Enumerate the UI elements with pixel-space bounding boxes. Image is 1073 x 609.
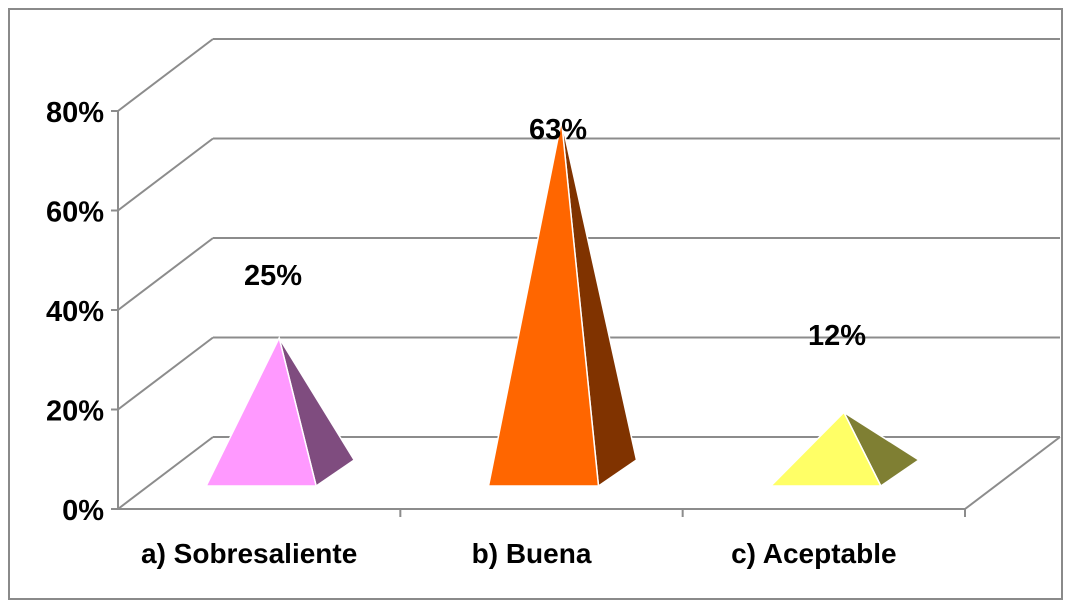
side-wall-line	[117, 137, 214, 212]
pyramid-bar	[487, 120, 638, 488]
side-wall-line	[117, 336, 214, 411]
side-wall-line	[117, 38, 214, 112]
y-tick-label: 20%	[46, 396, 104, 428]
pyramid-front-face	[769, 411, 883, 487]
axes	[111, 110, 966, 517]
y-tick-label: 0%	[62, 495, 104, 527]
x-axis-categories: a) Sobresaliente b) Buena c) Aceptable	[141, 538, 897, 569]
category-label: c) Aceptable	[731, 538, 896, 569]
pyramid-bar	[204, 335, 356, 488]
category-label: a) Sobresaliente	[141, 538, 357, 569]
pyramid-bars	[204, 120, 921, 488]
data-label: 63%	[529, 114, 587, 146]
y-tick-label: 80%	[46, 97, 104, 129]
y-tick-label: 60%	[46, 197, 104, 229]
data-label: 12%	[808, 320, 866, 352]
side-wall-line	[117, 436, 214, 510]
pyramid-front-face	[204, 335, 318, 487]
pyramid-front-face	[487, 120, 600, 487]
y-axis-ticks: 0% 20% 40% 60% 80%	[46, 97, 104, 527]
data-label: 25%	[244, 260, 302, 292]
category-label: b) Buena	[472, 538, 592, 569]
gridlines	[117, 38, 1061, 510]
pyramid-bar	[769, 410, 921, 488]
y-tick-label: 40%	[46, 296, 104, 328]
side-wall-line	[117, 237, 214, 311]
data-labels: 25% 63% 12%	[244, 114, 866, 352]
floor-right-edge	[964, 436, 1061, 510]
